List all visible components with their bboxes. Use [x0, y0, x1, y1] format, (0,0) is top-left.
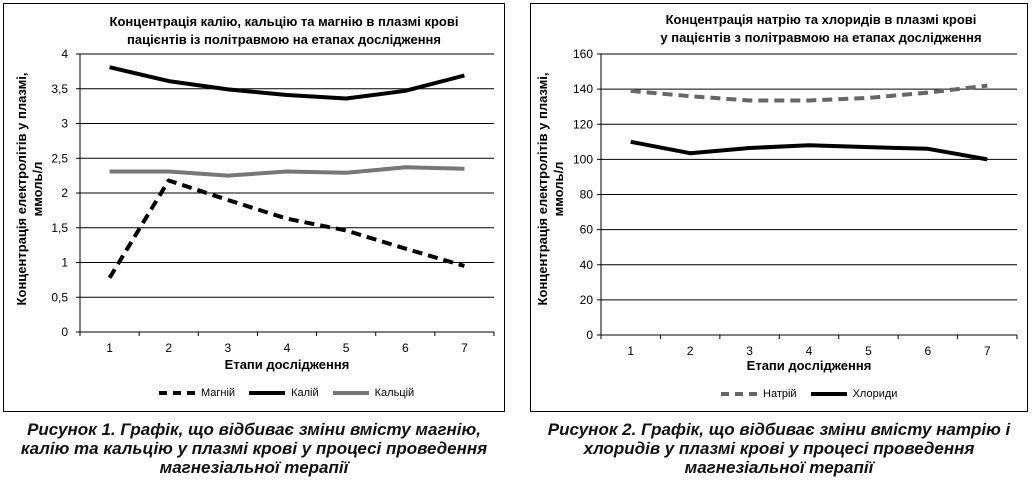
- legend-label: Калій: [291, 387, 319, 399]
- figure-caption-2: Рисунок 2. Графік, що відбиває зміни вмі…: [547, 420, 1011, 477]
- legend-label: Магній: [201, 387, 236, 399]
- chart-title: Концентрація натрію та хлоридів в плазмі…: [666, 12, 977, 27]
- legend-swatch: [332, 391, 369, 395]
- y-tick-label: 80: [580, 188, 594, 202]
- y-tick-label: 2,5: [51, 151, 68, 165]
- chart-panel-2: Концентрація натрію та хлоридів в плазмі…: [530, 3, 1028, 412]
- x-tick-label: 7: [461, 341, 468, 355]
- x-tick-label: 6: [402, 341, 409, 355]
- chart-title: пацієнтів із політравмою на етапах дослі…: [127, 32, 441, 47]
- y-axis-label-unit: ммоль/л: [30, 162, 45, 217]
- legend-label: Хлориди: [852, 388, 898, 400]
- y-tick-label: 1: [61, 256, 68, 270]
- legend-swatch: [159, 391, 195, 395]
- y-tick-label: 2: [61, 186, 68, 200]
- legend-swatch: [249, 391, 286, 395]
- chart-title: у пацієнтів з політравмою на етапах досл…: [660, 30, 981, 45]
- legend-label: Кальцій: [374, 387, 415, 399]
- y-tick-label: 1,5: [51, 221, 68, 235]
- x-tick-label: 4: [806, 344, 813, 358]
- x-tick-label: 3: [225, 341, 232, 355]
- y-tick-label: 60: [580, 223, 594, 237]
- legend-swatch: [810, 392, 847, 396]
- legend-item: Кальцій: [332, 387, 415, 399]
- y-tick-label: 120: [573, 117, 593, 131]
- legend-swatch: [721, 392, 757, 396]
- legend-label: Натрій: [763, 388, 797, 400]
- series-line-Магній: [107, 178, 465, 279]
- y-tick-label: 3: [61, 117, 68, 131]
- x-tick-label: 5: [865, 344, 872, 358]
- legend-item: Хлориди: [810, 388, 898, 400]
- x-tick-label: 2: [687, 344, 694, 358]
- x-tick-label: 2: [165, 341, 172, 355]
- y-tick-label: 100: [573, 152, 593, 166]
- y-tick-label: 0: [61, 325, 68, 339]
- legend-item: Магній: [159, 387, 235, 399]
- x-tick-label: 5: [343, 341, 350, 355]
- series-line-Хлориди: [630, 139, 988, 162]
- x-axis-label: Етапи дослідження: [747, 358, 872, 373]
- x-tick-label: 6: [925, 344, 932, 358]
- x-tick-label: 4: [284, 341, 291, 355]
- y-tick-label: 0,5: [51, 290, 68, 304]
- series-line-Натрій: [630, 83, 988, 103]
- y-tick-label: 4: [61, 47, 68, 61]
- legend-item: Натрій: [721, 388, 797, 400]
- y-tick-label: 3,5: [51, 82, 68, 96]
- y-tick-label: 0: [586, 328, 593, 342]
- chart-panel-1: Концентрація калію, кальцію та магнію в …: [3, 3, 505, 412]
- chart-1: Концентрація калію, кальцію та магнію в …: [14, 14, 495, 372]
- y-tick-label: 140: [573, 82, 593, 96]
- x-tick-label: 1: [106, 341, 113, 355]
- legend-1: Магній Калій Кальцій: [159, 387, 428, 399]
- figure-caption-1: Рисунок 1. Графік, що відбиває зміни вмі…: [20, 420, 488, 477]
- chart-title: Концентрація калію, кальцію та магнію в …: [110, 14, 459, 29]
- series-line-Калій: [109, 65, 465, 101]
- x-tick-label: 3: [746, 344, 753, 358]
- series-line-Кальцій: [109, 165, 465, 178]
- legend-2: Натрій Хлориди: [721, 388, 911, 400]
- x-tick-label: 7: [984, 344, 991, 358]
- y-tick-label: 160: [573, 47, 593, 61]
- x-tick-label: 1: [627, 344, 634, 358]
- y-axis-label: Концентрація електролітів у плазмі,: [535, 73, 550, 306]
- chart-2: Концентрація натрію та хлоридів в плазмі…: [535, 12, 1018, 373]
- y-axis-label-unit: ммоль/л: [551, 162, 566, 217]
- legend-item: Калій: [249, 387, 319, 399]
- y-tick-label: 20: [580, 293, 594, 307]
- y-tick-label: 40: [580, 258, 594, 272]
- x-axis-label: Етапи дослідження: [225, 357, 350, 372]
- y-axis-label: Концентрація електролітів у плазмі,: [14, 73, 29, 306]
